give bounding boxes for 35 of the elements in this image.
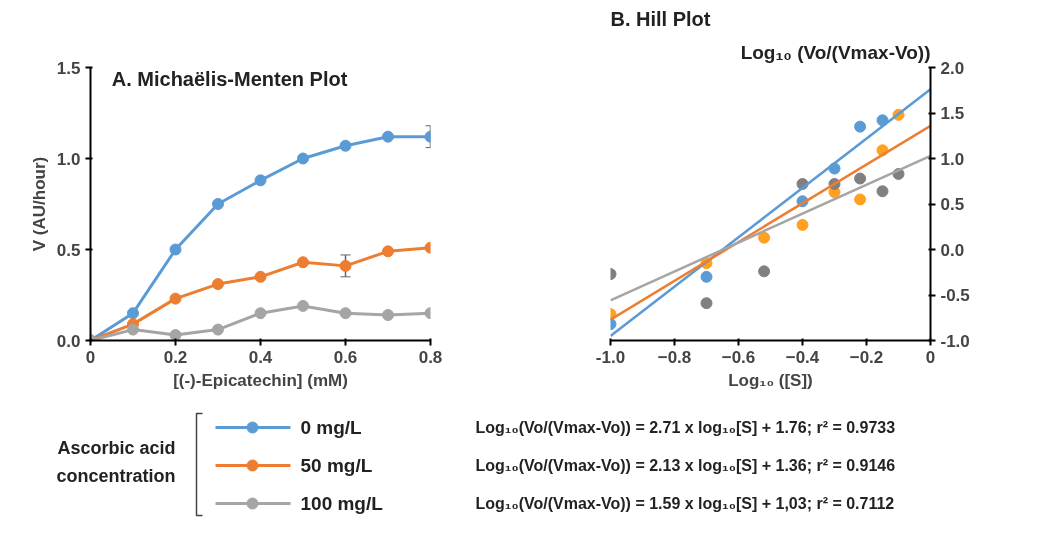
x-tick-label: 0.6 — [333, 347, 358, 367]
y-tick-label: 1.5 — [56, 58, 81, 78]
x-tick-label: −0.4 — [785, 347, 820, 367]
x-tick-label: −0.2 — [849, 347, 884, 367]
text: Log₁₀(Vo/(Vmax-Vo)) = 2.13 x log₁₀[S] + 1.36; r² = 0.9146 — [475, 457, 896, 474]
y-tick-label: 1.0 — [56, 149, 81, 169]
x-tick-label: −0.6 — [721, 347, 756, 367]
x-tick-label: 0.4 — [248, 347, 273, 367]
y-tick-label: 0.5 — [56, 240, 81, 260]
legend-title: Ascorbic acid concentration — [56, 437, 176, 486]
x-axis-title: [(-)-Epicatechin] (mM) — [173, 370, 348, 390]
text: Log₁₀(Vo/(Vmax-Vo)) = 1.59 x log₁₀[S] + 1,03; r² = 0.7112 — [475, 495, 895, 512]
legend-label: 0 mg/L — [300, 417, 363, 438]
y-tick-label: 0.5 — [940, 195, 965, 214]
y-tick-label: 0.0 — [56, 331, 81, 351]
y-tick-label: -0.5 — [940, 286, 970, 305]
x-axis-title: Log₁₀ ([S]) — [728, 370, 813, 390]
text: Log₁₀(Vo/(Vmax-Vo)) = 2.71 x log₁₀[S] + 1.76; r² = 0.9733 — [475, 419, 896, 436]
x-tick-label: 0 — [85, 347, 96, 367]
legend-label: 100 mg/L — [300, 493, 384, 514]
chart-title: B. Hill Plot — [610, 7, 711, 30]
y-axis-title: V (AU/hour) — [29, 156, 49, 252]
y-tick-label: 0.0 — [940, 240, 965, 260]
y-tick-label: 2.0 — [940, 58, 965, 78]
chart-title: A. Michaëlis-Menten Plot — [111, 67, 348, 90]
x-tick-label: 0 — [925, 347, 936, 367]
x-tick-label: −0.8 — [657, 347, 692, 367]
y-tick-label: -1.0 — [940, 331, 970, 351]
x-tick-label: -1.0 — [595, 347, 626, 367]
legend-label: 50 mg/L — [300, 455, 373, 476]
y-tick-label: 1.0 — [940, 149, 965, 169]
x-tick-label: 0.8 — [418, 347, 443, 367]
x-tick-label: 0.2 — [163, 347, 188, 367]
y-tick-label: 1.5 — [940, 104, 965, 123]
y-axis-title: Log₁₀ (Vo/(Vmax-Vo)) — [740, 41, 931, 63]
